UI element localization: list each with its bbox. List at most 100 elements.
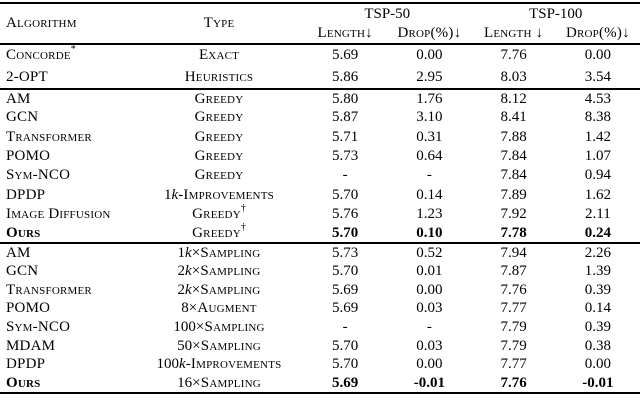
type-cell: Greedy — [135, 147, 303, 166]
value-cell: 2.26 — [556, 243, 640, 262]
column-header-drop-tsp50: Drop(%)↓ — [387, 24, 471, 44]
value-cell: 2.11 — [556, 205, 640, 224]
value-cell: -0.01 — [556, 374, 640, 393]
value-cell: 5.70 — [303, 337, 387, 356]
type-label: ×Augment — [189, 300, 257, 316]
algorithm-cell: Sym-NCO — [0, 166, 135, 185]
value-cell: 5.69 — [303, 281, 387, 300]
value-cell: 5.80 — [303, 89, 387, 108]
type-label: ×Sampling — [192, 282, 261, 298]
type-cell: 100k-Improvements — [135, 356, 303, 375]
algorithm-cell: POMO — [0, 147, 135, 166]
algorithm-cell: Ours — [0, 374, 135, 393]
value-cell: 7.77 — [472, 356, 556, 375]
type-label: ×Sampling — [192, 245, 261, 261]
value-cell: 0.00 — [387, 44, 471, 67]
algorithm-cell: MDAM — [0, 337, 135, 356]
type-cell: Greedy — [135, 166, 303, 185]
algorithm-cell: 2-OPT — [0, 67, 135, 90]
type-label: Greedy — [192, 225, 241, 241]
value-cell: 0.14 — [387, 185, 471, 204]
value-cell: 5.70 — [303, 185, 387, 204]
value-cell: 7.84 — [472, 166, 556, 185]
value-cell: 0.24 — [556, 224, 640, 243]
value-cell: 7.76 — [472, 44, 556, 67]
algorithm-cell: AM — [0, 89, 135, 108]
column-header-type: Type — [135, 3, 303, 44]
type-label: Heuristics — [185, 69, 253, 85]
value-cell: 7.79 — [472, 337, 556, 356]
dagger-superscript: † — [241, 222, 246, 233]
value-cell: 4.53 — [556, 89, 640, 108]
value-cell: 7.89 — [472, 185, 556, 204]
type-cell: 100×Sampling — [135, 318, 303, 337]
group-header-row: Algorithm Type TSP-50 TSP-100 — [0, 3, 640, 24]
value-cell: - — [387, 318, 471, 337]
type-cell: 50×Sampling — [135, 337, 303, 356]
column-header-length-tsp100: Length ↓ — [472, 24, 556, 44]
value-cell: 3.10 — [387, 108, 471, 127]
value-cell: 2.95 — [387, 67, 471, 90]
type-cell: 16×Sampling — [135, 374, 303, 393]
group-header-tsp100: TSP-100 — [472, 3, 640, 24]
value-cell: 5.69 — [303, 374, 387, 393]
type-label: Greedy — [195, 91, 244, 107]
value-cell: 0.39 — [556, 318, 640, 337]
value-cell: 7.87 — [472, 262, 556, 281]
type-multiplier: 1 — [164, 187, 172, 203]
algorithm-cell: GCN — [0, 262, 135, 281]
column-header-algorithm: Algorithm — [0, 3, 135, 44]
type-label: Greedy — [195, 109, 244, 125]
column-header-length-tsp50: Length↓ — [303, 24, 387, 44]
value-cell: 0.14 — [556, 299, 640, 318]
group-header-tsp50: TSP-50 — [303, 3, 472, 24]
type-multiplier: 2 — [178, 263, 186, 279]
value-cell: 8.38 — [556, 108, 640, 127]
column-header-drop-tsp100: Drop(%)↓ — [556, 24, 640, 44]
algorithm-cell: AM — [0, 243, 135, 262]
algorithm-cell: Ours — [0, 224, 135, 243]
value-cell: 5.71 — [303, 128, 387, 147]
value-cell: 1.39 — [556, 262, 640, 281]
value-cell: 0.10 — [387, 224, 471, 243]
algorithm-cell: DPDP — [0, 185, 135, 204]
value-cell: 5.73 — [303, 243, 387, 262]
value-cell: 5.87 — [303, 108, 387, 127]
type-multiplier: 100 — [157, 356, 180, 372]
value-cell: - — [303, 166, 387, 185]
algorithm-cell: Sym-NCO — [0, 318, 135, 337]
type-label: ×Sampling — [192, 375, 261, 391]
type-cell: Heuristics — [135, 67, 303, 90]
value-cell: 0.03 — [387, 337, 471, 356]
type-label: -Improvements — [178, 187, 274, 203]
value-cell: 5.73 — [303, 147, 387, 166]
value-cell: 7.79 — [472, 318, 556, 337]
type-cell: 8×Augment — [135, 299, 303, 318]
value-cell: 0.01 — [387, 262, 471, 281]
math-var-k: k — [179, 356, 186, 372]
value-cell: 7.76 — [472, 281, 556, 300]
type-label: -Improvements — [186, 356, 282, 372]
value-cell: 8.12 — [472, 89, 556, 108]
value-cell: 1.62 — [556, 185, 640, 204]
value-cell: 5.69 — [303, 44, 387, 67]
value-cell: 0.94 — [556, 166, 640, 185]
type-cell: 2k×Sampling — [135, 262, 303, 281]
type-multiplier: 16 — [177, 375, 192, 391]
value-cell: 7.94 — [472, 243, 556, 262]
value-cell: 0.00 — [556, 356, 640, 375]
value-cell: 7.77 — [472, 299, 556, 318]
dagger-superscript: † — [241, 203, 246, 214]
